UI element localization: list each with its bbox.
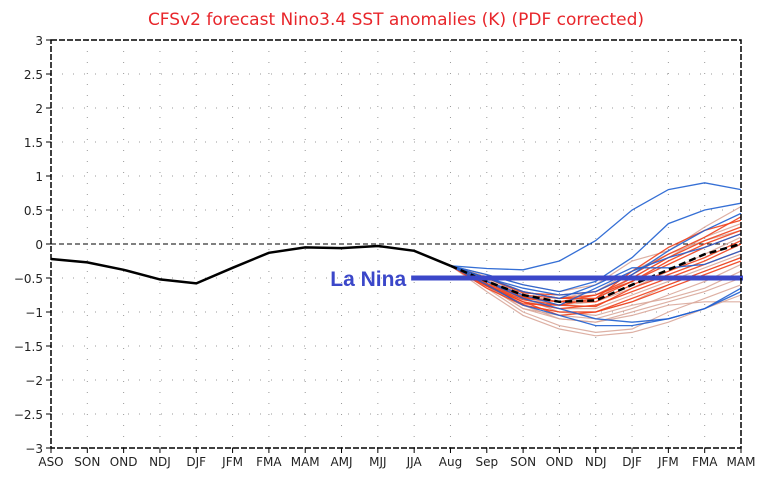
y-tick-label: 0 xyxy=(35,238,43,252)
x-tick-label: SON xyxy=(74,455,100,469)
y-tick-label: −2 xyxy=(25,374,43,388)
ensemble-mean-line xyxy=(450,242,742,304)
x-tick-label: ASO xyxy=(38,455,63,469)
y-tick-label: 1 xyxy=(35,170,43,184)
ensemble-member-line xyxy=(450,233,742,306)
x-tick-label: OND xyxy=(546,455,574,469)
ensemble-member-line xyxy=(450,265,742,337)
ensemble-member-line xyxy=(450,212,742,296)
ensemble-member-line xyxy=(450,250,742,300)
y-tick-label: −3 xyxy=(25,442,43,456)
grid xyxy=(51,40,741,448)
ensemble-member-line xyxy=(450,240,742,303)
ensemble-member-line xyxy=(450,265,742,327)
y-tick-label: −0.5 xyxy=(14,272,43,286)
x-tick-label: SON xyxy=(510,455,536,469)
observed-series xyxy=(50,244,451,285)
ensemble-members xyxy=(450,182,742,337)
plot-frame xyxy=(50,39,742,449)
ensemble-member-line xyxy=(450,182,742,271)
y-tick-label: 3 xyxy=(35,34,43,48)
x-tick-label: JFM xyxy=(221,455,243,469)
y-tick-label: 2.5 xyxy=(24,68,43,82)
y-tick-label: −2.5 xyxy=(14,408,43,422)
x-tick-label: MJJ xyxy=(369,455,386,469)
ensemble-mean xyxy=(450,242,742,304)
y-tick-label: 0.5 xyxy=(24,204,43,218)
ensemble-member-line xyxy=(450,243,742,308)
x-tick-label: AMJ xyxy=(330,455,352,469)
y-tick-label: 1.5 xyxy=(24,136,43,150)
x-tick-label: FMA xyxy=(256,455,282,469)
observed-line xyxy=(50,244,451,285)
y-tick-label: −1 xyxy=(25,306,43,320)
annotation-label: La Nina xyxy=(330,268,406,291)
x-tick-label: Sep xyxy=(475,455,498,469)
x-tick-label: FMA xyxy=(692,455,718,469)
x-tick-label: NDJ xyxy=(149,455,171,469)
x-tick-label: DJF xyxy=(186,455,206,469)
x-tick-label: Aug xyxy=(439,455,462,469)
y-tick-label: 2 xyxy=(35,102,43,116)
x-tick-label: DJF xyxy=(622,455,642,469)
x-tick-label: JFM xyxy=(657,455,679,469)
chart-title: CFSv2 forecast Nino3.4 SST anomalies (K)… xyxy=(148,10,644,30)
x-tick-label: NDJ xyxy=(585,455,607,469)
y-tick-label: −1.5 xyxy=(14,340,43,354)
x-tick-label: JJA xyxy=(406,455,423,469)
x-axis: ASO SON OND NDJ DJF JFM FMA MAM AMJ MJJ JJA Aug Sep S… xyxy=(38,448,755,469)
annotation: La Nina xyxy=(330,268,743,291)
x-tick-label: OND xyxy=(110,455,138,469)
x-tick-label: MAM xyxy=(291,455,320,469)
x-tick-label: MAM xyxy=(727,455,756,469)
y-axis: 3 2.5 2 1.5 1 0.5 0 −0.5 −1 −1.5 −2 −2.5 −3 xyxy=(14,34,51,456)
